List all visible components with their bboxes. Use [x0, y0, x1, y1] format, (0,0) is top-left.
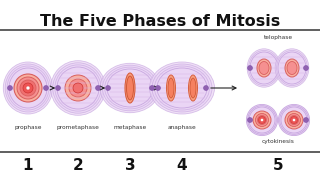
- Ellipse shape: [259, 62, 269, 75]
- Ellipse shape: [247, 49, 281, 87]
- Ellipse shape: [278, 104, 310, 136]
- Ellipse shape: [100, 63, 160, 113]
- Text: anaphase: anaphase: [168, 125, 196, 130]
- Circle shape: [247, 118, 252, 123]
- Text: 5: 5: [273, 158, 283, 172]
- Ellipse shape: [65, 75, 91, 101]
- Circle shape: [149, 86, 155, 91]
- Ellipse shape: [102, 65, 157, 111]
- Ellipse shape: [7, 66, 49, 110]
- Ellipse shape: [275, 49, 309, 87]
- Circle shape: [291, 116, 298, 123]
- Ellipse shape: [281, 107, 307, 133]
- Ellipse shape: [9, 68, 47, 108]
- Ellipse shape: [5, 64, 51, 112]
- Ellipse shape: [285, 111, 303, 129]
- Ellipse shape: [157, 68, 207, 108]
- Text: The Five Phases of Mitosis: The Five Phases of Mitosis: [40, 14, 280, 29]
- Ellipse shape: [55, 65, 101, 111]
- Ellipse shape: [249, 50, 279, 86]
- Ellipse shape: [190, 78, 196, 98]
- Ellipse shape: [255, 114, 268, 127]
- Ellipse shape: [126, 76, 133, 100]
- Ellipse shape: [253, 111, 271, 129]
- Ellipse shape: [248, 106, 276, 134]
- Ellipse shape: [188, 75, 197, 101]
- Ellipse shape: [285, 59, 299, 77]
- Ellipse shape: [168, 78, 174, 98]
- Ellipse shape: [107, 69, 153, 107]
- Ellipse shape: [249, 107, 275, 133]
- Circle shape: [106, 86, 110, 91]
- Circle shape: [7, 86, 12, 91]
- Text: 1: 1: [23, 158, 33, 172]
- Ellipse shape: [246, 104, 278, 136]
- Ellipse shape: [250, 52, 278, 84]
- Circle shape: [247, 66, 252, 71]
- Ellipse shape: [57, 67, 99, 109]
- Circle shape: [44, 86, 49, 91]
- Ellipse shape: [149, 62, 214, 114]
- Ellipse shape: [17, 77, 39, 99]
- Ellipse shape: [287, 62, 297, 75]
- Text: 2: 2: [73, 158, 84, 172]
- Circle shape: [292, 118, 295, 122]
- Ellipse shape: [14, 74, 42, 102]
- Circle shape: [303, 118, 308, 123]
- Circle shape: [23, 83, 33, 93]
- Text: 4: 4: [177, 158, 187, 172]
- Ellipse shape: [278, 52, 306, 84]
- Ellipse shape: [3, 62, 53, 114]
- Ellipse shape: [125, 73, 135, 103]
- Ellipse shape: [69, 79, 87, 97]
- Ellipse shape: [287, 114, 300, 127]
- Text: metaphase: metaphase: [113, 125, 147, 130]
- Ellipse shape: [53, 63, 103, 113]
- Circle shape: [95, 86, 100, 91]
- Text: prophase: prophase: [14, 125, 42, 130]
- Circle shape: [204, 86, 209, 91]
- Ellipse shape: [280, 106, 308, 134]
- Text: 3: 3: [125, 158, 135, 172]
- Ellipse shape: [51, 61, 105, 115]
- Circle shape: [26, 86, 30, 90]
- Ellipse shape: [258, 116, 267, 125]
- Ellipse shape: [20, 80, 36, 96]
- Ellipse shape: [257, 59, 271, 77]
- Ellipse shape: [276, 50, 308, 86]
- Circle shape: [303, 66, 308, 71]
- Circle shape: [156, 86, 161, 91]
- Text: prometaphase: prometaphase: [57, 125, 100, 130]
- Ellipse shape: [290, 116, 299, 125]
- Ellipse shape: [105, 67, 155, 109]
- Circle shape: [260, 118, 263, 122]
- Ellipse shape: [152, 64, 212, 112]
- Text: telophase: telophase: [263, 35, 292, 39]
- Ellipse shape: [155, 66, 210, 110]
- Circle shape: [73, 83, 83, 93]
- Circle shape: [259, 116, 266, 123]
- Ellipse shape: [166, 75, 175, 101]
- Text: cytokinesis: cytokinesis: [261, 140, 294, 145]
- Circle shape: [55, 86, 60, 91]
